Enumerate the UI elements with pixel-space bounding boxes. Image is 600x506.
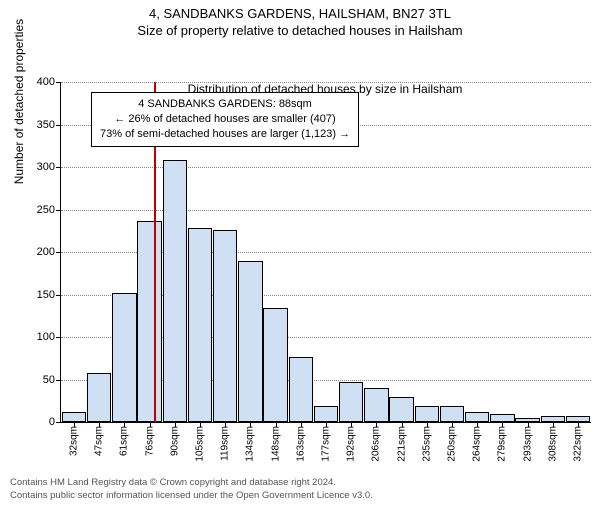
- histogram-bar: [440, 406, 465, 422]
- x-tick-label: 264sqm: [472, 426, 483, 462]
- chart-title: 4, SANDBANKS GARDENS, HAILSHAM, BN27 3TL: [0, 6, 600, 21]
- x-tick-label: 32sqm: [68, 426, 79, 456]
- histogram-bar: [238, 261, 263, 423]
- x-tick-label: 235sqm: [421, 426, 432, 462]
- x-tick-label: 76sqm: [144, 426, 155, 456]
- x-tick-label: 221sqm: [396, 426, 407, 462]
- y-tick-label: 0: [49, 416, 61, 428]
- histogram-bar: [389, 397, 414, 423]
- y-tick-label: 400: [37, 76, 61, 88]
- footer-line1: Contains HM Land Registry data © Crown c…: [10, 477, 373, 489]
- infobox-line1: 4 SANDBANKS GARDENS: 88sqm: [100, 97, 350, 112]
- histogram-bar: [364, 388, 389, 422]
- histogram-bar: [289, 357, 314, 422]
- y-axis-label: Number of detached properties: [12, 19, 26, 184]
- gridline: [61, 82, 591, 83]
- histogram-bar: [263, 308, 288, 422]
- y-tick-label: 300: [37, 161, 61, 173]
- x-tick-label: 192sqm: [346, 426, 357, 462]
- histogram-bar: [137, 221, 162, 422]
- x-tick-label: 148sqm: [270, 426, 281, 462]
- histogram-bar: [62, 412, 87, 422]
- x-tick-label: 308sqm: [547, 426, 558, 462]
- y-tick-label: 350: [37, 119, 61, 131]
- x-tick-label: 279sqm: [497, 426, 508, 462]
- histogram-bar: [339, 382, 364, 422]
- x-tick-label: 90sqm: [169, 426, 180, 456]
- histogram-bar: [112, 293, 137, 422]
- info-box: 4 SANDBANKS GARDENS: 88sqm ← 26% of deta…: [91, 92, 359, 147]
- footer-line2: Contains public sector information licen…: [10, 490, 373, 502]
- chart-area: Number of detached properties 0501001502…: [60, 82, 590, 452]
- x-tick-label: 105sqm: [194, 426, 205, 462]
- histogram-bar: [213, 230, 238, 422]
- y-tick-label: 250: [37, 204, 61, 216]
- infobox-line3: 73% of semi-detached houses are larger (…: [100, 127, 350, 142]
- plot-area: 05010015020025030035040032sqm47sqm61sqm7…: [60, 82, 591, 423]
- x-tick-label: 206sqm: [371, 426, 382, 462]
- footer-attribution: Contains HM Land Registry data © Crown c…: [10, 477, 373, 502]
- y-tick-label: 100: [37, 331, 61, 343]
- y-tick-label: 150: [37, 289, 61, 301]
- x-tick-label: 163sqm: [295, 426, 306, 462]
- infobox-line2: ← 26% of detached houses are smaller (40…: [100, 112, 350, 127]
- histogram-bar: [163, 160, 188, 422]
- histogram-bar: [465, 412, 490, 422]
- x-tick-label: 293sqm: [522, 426, 533, 462]
- x-tick-label: 134sqm: [245, 426, 256, 462]
- x-tick-label: 250sqm: [447, 426, 458, 462]
- x-tick-label: 61sqm: [119, 426, 130, 456]
- histogram-bar: [314, 406, 339, 422]
- histogram-bar: [87, 373, 112, 422]
- histogram-bar: [415, 406, 440, 422]
- x-tick-label: 119sqm: [220, 426, 231, 461]
- gridline: [61, 210, 591, 211]
- gridline: [61, 167, 591, 168]
- x-tick-label: 322sqm: [573, 426, 584, 462]
- chart-subtitle: Size of property relative to detached ho…: [0, 23, 600, 38]
- histogram-bar: [188, 228, 213, 422]
- x-tick-label: 177sqm: [321, 426, 332, 462]
- x-tick-label: 47sqm: [94, 426, 105, 456]
- histogram-bar: [490, 414, 515, 423]
- y-tick-label: 200: [37, 246, 61, 258]
- y-tick-label: 50: [43, 374, 61, 386]
